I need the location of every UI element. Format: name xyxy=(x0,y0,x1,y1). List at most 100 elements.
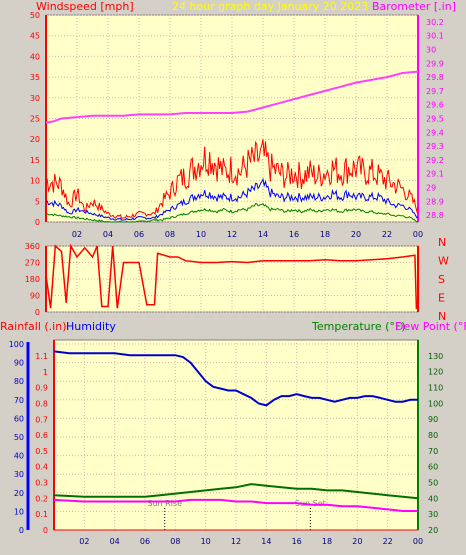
rain-y-tick: 0.3 xyxy=(35,479,48,488)
baro-y-tick: 30.2 xyxy=(426,18,444,27)
humidity-label: Humidity xyxy=(66,320,116,333)
humidity-y-tick: 60 xyxy=(14,414,24,423)
wind-y-tick: 5 xyxy=(35,197,40,206)
wind-y-tick: 25 xyxy=(30,115,40,124)
wind-x-tick: 00 xyxy=(413,230,423,239)
baro-y-tick: 30.1 xyxy=(426,32,444,41)
humidity-y-tick: 50 xyxy=(14,433,24,442)
compass-label: N xyxy=(438,310,446,323)
barometer-line xyxy=(45,70,419,124)
humidity-x-tick: 02 xyxy=(79,537,89,546)
wind-x-tick: 20 xyxy=(351,230,361,239)
direction-y-tick: 360 xyxy=(25,242,40,251)
baro-y-tick: 29.4 xyxy=(426,128,444,137)
rain-y-tick: 1.1 xyxy=(35,352,48,361)
dewpoint-label: Dew Point (°F) xyxy=(395,320,466,333)
humidity-x-tick: 12 xyxy=(231,537,241,546)
temp-y-tick: 20 xyxy=(428,526,438,535)
rain-y-tick: 0.7 xyxy=(35,415,48,424)
temp-y-tick: 70 xyxy=(428,447,438,456)
wind-y-tick: 15 xyxy=(30,156,40,165)
humidity-x-tick: 10 xyxy=(201,537,211,546)
baro-y-tick: 28.9 xyxy=(426,197,444,206)
wind-y-tick: 45 xyxy=(30,32,40,41)
rain-y-tick: 0.4 xyxy=(35,463,48,472)
wind-y-tick: 35 xyxy=(30,73,40,82)
baro-y-tick: 29.8 xyxy=(426,73,444,82)
wind-average-line xyxy=(45,177,419,221)
windspeed-label: Windspeed [mph] xyxy=(36,0,134,13)
rain-y-tick: 0.6 xyxy=(35,431,48,440)
temp-y-tick: 120 xyxy=(428,368,443,377)
wind-x-tick: 06 xyxy=(134,230,144,239)
temp-y-tick: 90 xyxy=(428,415,438,424)
dewpoint-line xyxy=(53,498,418,512)
rain-y-tick: 0.2 xyxy=(35,494,48,503)
baro-y-tick: 29.3 xyxy=(426,142,444,151)
wind-x-tick: 10 xyxy=(196,230,206,239)
humidity-plot-area xyxy=(53,339,419,531)
humidity-x-tick: 06 xyxy=(140,537,150,546)
temp-y-tick: 80 xyxy=(428,431,438,440)
compass-label: S xyxy=(438,273,445,286)
wind-x-tick: 22 xyxy=(382,230,392,239)
rain-y-tick: 0.1 xyxy=(35,510,48,519)
rain-y-tick: 0.5 xyxy=(35,447,48,456)
humidity-y-tick: 20 xyxy=(14,489,24,498)
wind-x-tick: 12 xyxy=(227,230,237,239)
wind-y-tick: 0 xyxy=(35,218,40,227)
humidity-x-tick: 14 xyxy=(261,537,271,546)
baro-y-tick: 30 xyxy=(426,46,436,55)
baro-y-tick: 29.5 xyxy=(426,115,444,124)
direction-y-tick: 270 xyxy=(25,259,40,268)
humidity-y-tick: 90 xyxy=(14,359,24,368)
wind-x-tick: 14 xyxy=(258,230,268,239)
temperature-label: Temperature (°F) xyxy=(311,320,406,333)
humidity-y-tick: 100 xyxy=(9,340,24,349)
wind-x-tick: 16 xyxy=(289,230,299,239)
compass-label: N xyxy=(438,236,446,249)
humidity-y-tick: 70 xyxy=(14,396,24,405)
wind-y-tick: 40 xyxy=(30,52,40,61)
humidity-y-tick: 80 xyxy=(14,377,24,386)
rain-y-tick: 0 xyxy=(43,526,48,535)
temp-y-tick: 40 xyxy=(428,494,438,503)
baro-y-tick: 29.9 xyxy=(426,59,444,68)
direction-y-tick: 90 xyxy=(30,292,40,301)
humidity-x-tick: 20 xyxy=(352,537,362,546)
rainfall-label: Rainfall (.in) xyxy=(0,320,67,333)
wind-x-tick: 02 xyxy=(72,230,82,239)
baro-y-tick: 29.1 xyxy=(426,170,444,179)
wind-y-tick: 10 xyxy=(30,177,40,186)
humidity-x-tick: 04 xyxy=(110,537,120,546)
wind-y-tick: 30 xyxy=(30,94,40,103)
humidity-y-tick: 30 xyxy=(14,470,24,479)
baro-y-tick: 28.8 xyxy=(426,211,444,220)
rain-y-tick: 0.8 xyxy=(35,399,48,408)
wind-x-tick: 04 xyxy=(103,230,113,239)
humidity-y-tick: 10 xyxy=(14,507,24,516)
compass-label: E xyxy=(438,292,445,305)
humidity-x-tick: 08 xyxy=(170,537,180,546)
humidity-y-tick: 40 xyxy=(14,452,24,461)
baro-y-tick: 29.6 xyxy=(426,101,444,110)
baro-y-tick: 29.7 xyxy=(426,87,444,96)
rain-y-tick: 0.9 xyxy=(35,384,48,393)
humidity-x-tick: 16 xyxy=(292,537,302,546)
wind-x-tick: 08 xyxy=(165,230,175,239)
sun-marker-label: Sun Rise xyxy=(147,499,182,508)
humidity-x-tick: 18 xyxy=(322,537,332,546)
wind-gust-line xyxy=(45,139,419,219)
humidity-line xyxy=(53,350,418,407)
baro-y-tick: 29.2 xyxy=(426,156,444,165)
wind-y-tick: 20 xyxy=(30,135,40,144)
wind-low-line xyxy=(45,202,419,223)
direction-y-tick: 180 xyxy=(25,275,40,284)
rain-y-tick: 1 xyxy=(43,368,48,377)
graph-title: 24 hour graph day January 20 2023 xyxy=(172,0,368,13)
direction-y-tick: 0 xyxy=(35,308,40,317)
temperature-line xyxy=(53,483,419,500)
barometer-label: Barometer [.in] xyxy=(372,0,456,13)
direction-line xyxy=(45,243,418,310)
